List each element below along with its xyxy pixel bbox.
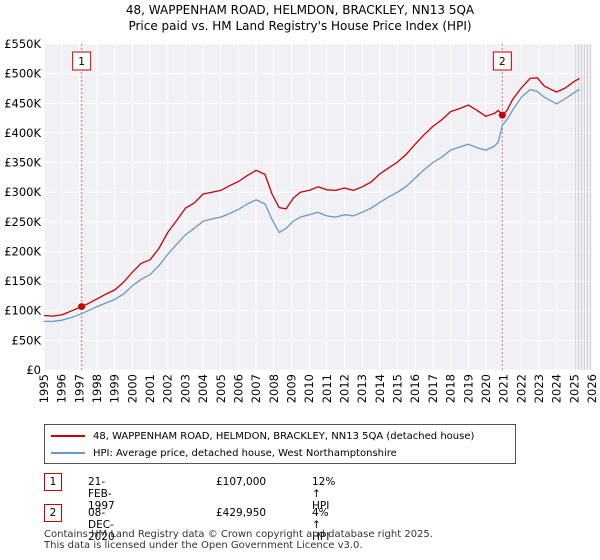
x-tick-label: 2019 — [461, 374, 475, 403]
x-tick-label: 2021 — [497, 374, 511, 403]
x-tick-label: 2011 — [320, 374, 334, 403]
x-tick-label: 1999 — [108, 374, 122, 403]
sale-badge: 1 — [44, 473, 62, 491]
sale-marker-box — [72, 51, 92, 71]
x-tick-label: 2020 — [479, 374, 493, 403]
x-tick-label: 1995 — [37, 374, 51, 403]
x-tick-label: 2022 — [514, 374, 528, 403]
sale-marker-label: 2 — [499, 56, 506, 68]
chart-subtitle: Price paid vs. HM Land Registry's House … — [128, 19, 471, 33]
y-tick-label: £350K — [4, 156, 41, 170]
footer-line-2: This data is licensed under the Open Gov… — [44, 540, 363, 551]
sale-date: 21-FEB-1997 — [88, 476, 115, 512]
x-tick-label: 2009 — [284, 374, 298, 403]
sale-point — [498, 111, 506, 119]
x-tick-label: 2010 — [302, 374, 316, 403]
footer: Contains HM Land Registry data © Crown c… — [44, 529, 433, 551]
legend-swatch-blue — [51, 452, 85, 454]
x-tick-label: 2016 — [408, 374, 422, 403]
sale-marker-label: 1 — [78, 56, 85, 68]
sale-price: £429,950 — [216, 507, 267, 519]
x-tick-label: 2018 — [444, 374, 458, 403]
axis-labels: £0 £50K £100K £150K £200K £250K £300K £350K £400… — [4, 37, 599, 403]
y-tick-label: £550K — [4, 37, 41, 51]
x-tick-label: 2008 — [267, 374, 281, 403]
x-tick-label: 2005 — [214, 374, 228, 403]
x-tick-label: 1996 — [55, 374, 69, 403]
y-tick-label: £450K — [4, 96, 41, 110]
x-tick-label: 2014 — [373, 374, 387, 403]
x-tick-label: 2001 — [143, 374, 157, 403]
price-chart: 48, WAPPENHAM ROAD, HELMDON, BRACKLEY, N… — [4, 3, 599, 403]
y-tick-label: £250K — [4, 215, 41, 229]
legend-label-property: 48, WAPPENHAM ROAD, HELMDON, BRACKLEY, N… — [93, 430, 475, 442]
y-tick-label: £100K — [4, 304, 41, 318]
legend-label-hpi: HPI: Average price, detached house, West… — [93, 447, 397, 459]
x-tick-label: 2025 — [567, 374, 581, 403]
legend: 48, WAPPENHAM ROAD, HELMDON, BRACKLEY, N… — [44, 424, 516, 464]
y-tick-label: £300K — [4, 185, 41, 199]
x-tick-label: 2000 — [125, 374, 139, 403]
y-tick-label: £200K — [4, 244, 41, 258]
y-tick-label: £150K — [4, 274, 41, 288]
sale-hpi-diff: 4% ↑ HPI — [312, 507, 330, 543]
y-tick-label: £50K — [12, 333, 42, 347]
plot-area — [44, 44, 592, 370]
x-tick-label: 1997 — [72, 374, 86, 403]
y-tick-label: £500K — [4, 67, 41, 81]
legend-item-property: 48, WAPPENHAM ROAD, HELMDON, BRACKLEY, N… — [51, 428, 474, 444]
legend-swatch-red — [51, 435, 85, 437]
x-tick-label: 2023 — [532, 374, 546, 403]
x-tick-label: 1998 — [90, 374, 104, 403]
sale-date: 08-DEC-2020 — [88, 507, 115, 543]
x-tick-label: 2006 — [231, 374, 245, 403]
x-tick-label: 2007 — [249, 374, 263, 403]
sale-point — [78, 303, 86, 311]
x-tick-label: 2003 — [178, 374, 192, 403]
sale-marker-box — [492, 51, 512, 71]
x-tick-label: 2017 — [426, 374, 440, 403]
grid — [43, 43, 593, 371]
sale-badge: 2 — [44, 504, 62, 522]
x-tick-label: 2015 — [391, 374, 405, 403]
x-tick-label: 2024 — [550, 374, 564, 403]
x-tick-label: 2012 — [338, 374, 352, 403]
footer-line-1: Contains HM Land Registry data © Crown c… — [44, 529, 433, 540]
y-tick-label: £0 — [26, 363, 41, 377]
x-tick-label: 2013 — [355, 374, 369, 403]
chart-title: 48, WAPPENHAM ROAD, HELMDON, BRACKLEY, N… — [126, 3, 475, 17]
x-tick-label: 2002 — [161, 374, 175, 403]
sale-hpi-diff: 12% ↑ HPI — [312, 476, 336, 512]
legend-item-hpi: HPI: Average price, detached house, West… — [51, 445, 397, 461]
future-hatch — [574, 44, 591, 370]
y-tick-label: £400K — [4, 126, 41, 140]
sale-price: £107,000 — [216, 476, 267, 488]
x-tick-label: 2004 — [196, 374, 210, 403]
series-line-hpi — [44, 88, 580, 323]
x-tick-label: 2026 — [585, 374, 599, 403]
